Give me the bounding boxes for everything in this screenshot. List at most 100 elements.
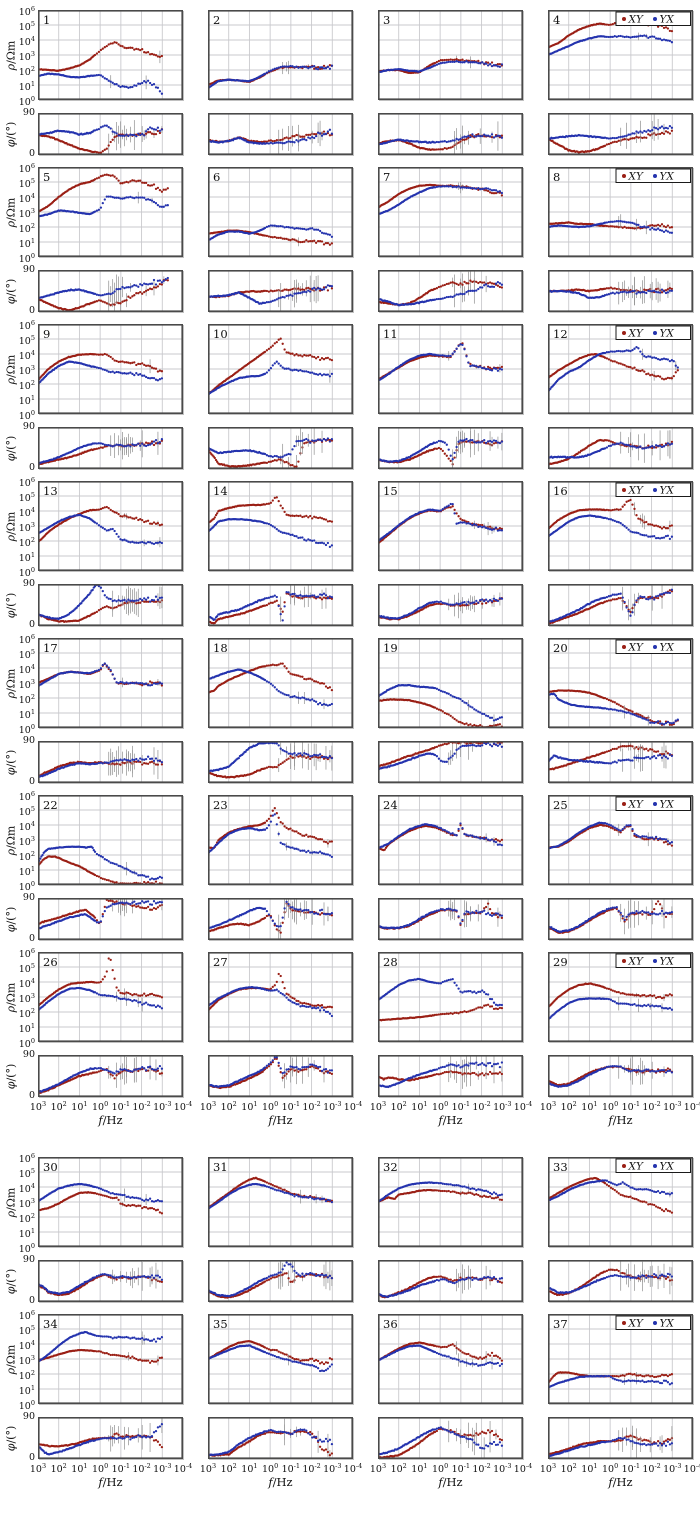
legend-xy-label: XY bbox=[628, 171, 644, 183]
frequency-tick-label: 10-1 bbox=[281, 1100, 301, 1114]
phase-panel-34 bbox=[38, 1417, 183, 1459]
frequency-axis-label: f/Hz bbox=[608, 1113, 633, 1127]
resistivity-plot-17: 17 bbox=[38, 638, 183, 728]
station-number-20: 20 bbox=[553, 641, 568, 655]
frequency-axis-label: f/Hz bbox=[268, 1475, 293, 1489]
resistivity-plot-11: 11 bbox=[378, 324, 523, 414]
frequency-tick-label: 10-2 bbox=[642, 1462, 661, 1476]
station-number-11: 11 bbox=[383, 327, 398, 341]
resistivity-plot-26: 26 bbox=[38, 952, 183, 1042]
legend-yx-label: YX bbox=[660, 1318, 675, 1330]
rho-tick-label: 100 bbox=[18, 95, 35, 109]
legend-16: XY YX bbox=[615, 482, 691, 497]
rho-axis-label: ρ/Ωm bbox=[4, 1187, 18, 1217]
phase-panel-11 bbox=[378, 427, 523, 469]
resistivity-plot-4: 4 XY YX bbox=[548, 10, 693, 100]
resistivity-plot-36: 36 bbox=[378, 1314, 523, 1404]
phase-tick-label: 90 bbox=[22, 1254, 35, 1265]
rho-tick-label: 105 bbox=[18, 491, 35, 505]
resistivity-plot-22: 22 bbox=[38, 795, 183, 885]
resistivity-plot-13: 13 bbox=[38, 481, 183, 571]
resistivity-panel-9: 9 bbox=[38, 324, 183, 414]
resistivity-plot-6: 6 bbox=[208, 167, 353, 257]
phase-tick-label: 0 bbox=[28, 1295, 35, 1306]
rho-tick-label: 100 bbox=[18, 723, 35, 737]
frequency-tick-label: 100 bbox=[602, 1100, 619, 1114]
rho-tick-label: 101 bbox=[18, 1384, 35, 1398]
rho-tick-label: 103 bbox=[18, 1354, 35, 1368]
station-number-33: 33 bbox=[553, 1160, 568, 1174]
rho-tick-label: 100 bbox=[18, 1399, 35, 1413]
frequency-tick-label: 101 bbox=[71, 1462, 88, 1476]
resistivity-panel-33: 33 XY YX bbox=[548, 1157, 693, 1247]
station-number-17: 17 bbox=[43, 641, 58, 655]
rho-tick-label: 105 bbox=[18, 648, 35, 662]
phase-plot-23 bbox=[208, 898, 353, 940]
phase-tick-label: 0 bbox=[28, 1452, 35, 1463]
resistivity-panel-25: 25 XY YX bbox=[548, 795, 693, 885]
rho-tick-label: 103 bbox=[18, 678, 35, 692]
resistivity-plot-29: 29 XY YX bbox=[548, 952, 693, 1042]
legend-xy-label: XY bbox=[628, 642, 644, 654]
phase-panel-31 bbox=[208, 1260, 353, 1302]
legend-yx-marker bbox=[653, 1164, 657, 1168]
resistivity-plot-12: 12 XY YX bbox=[548, 324, 693, 414]
rho-tick-label: 103 bbox=[18, 207, 35, 221]
station-number-32: 32 bbox=[383, 1160, 398, 1174]
frequency-tick-label: 10-3 bbox=[323, 1100, 342, 1114]
phase-plot-34 bbox=[38, 1417, 183, 1459]
phase-panel-19 bbox=[378, 741, 523, 783]
frequency-tick-label: 103 bbox=[29, 1462, 47, 1476]
frequency-axis-label: f/Hz bbox=[268, 1113, 293, 1127]
legend-xy-label: XY bbox=[628, 799, 644, 811]
frequency-tick-label: 100 bbox=[92, 1462, 109, 1476]
frequency-tick-label: 10-1 bbox=[451, 1100, 471, 1114]
phase-plot-25 bbox=[548, 898, 693, 940]
legend-yx-label: YX bbox=[660, 642, 675, 654]
phase-axis-label: φ/(°) bbox=[4, 592, 18, 618]
rho-tick-label: 104 bbox=[18, 35, 35, 49]
frequency-tick-label: 10-3 bbox=[663, 1100, 682, 1114]
rho-tick-label: 100 bbox=[18, 1242, 35, 1256]
legend-12: XY YX bbox=[615, 325, 691, 340]
station-number-29: 29 bbox=[553, 955, 568, 969]
resistivity-plot-9: 9 bbox=[38, 324, 183, 414]
legend-xy-label: XY bbox=[628, 14, 644, 26]
rho-tick-label: 100 bbox=[18, 566, 35, 580]
legend-29: XY YX bbox=[615, 953, 691, 968]
rho-axis-label: ρ/Ωm bbox=[4, 668, 18, 698]
station-number-8: 8 bbox=[553, 170, 560, 184]
frequency-tick-label: 102 bbox=[50, 1462, 67, 1476]
legend-yx-label: YX bbox=[660, 956, 675, 968]
phase-panel-18 bbox=[208, 741, 353, 783]
frequency-tick-label: 10-1 bbox=[281, 1462, 301, 1476]
frequency-tick-label: 10-4 bbox=[173, 1100, 193, 1114]
resistivity-panel-27: 27 bbox=[208, 952, 353, 1042]
rho-tick-label: 104 bbox=[18, 506, 35, 520]
phase-plot-20 bbox=[548, 741, 693, 783]
resistivity-plot-10: 10 bbox=[208, 324, 353, 414]
rho-tick-label: 105 bbox=[18, 1324, 35, 1338]
station-number-24: 24 bbox=[383, 798, 398, 812]
station-number-12: 12 bbox=[553, 327, 568, 341]
resistivity-panel-17: 17 bbox=[38, 638, 183, 728]
rho-tick-label: 101 bbox=[18, 1022, 35, 1036]
phase-panel-7 bbox=[378, 270, 523, 312]
phase-plot-37 bbox=[548, 1417, 693, 1459]
phase-plot-35 bbox=[208, 1417, 353, 1459]
frequency-tick-label: 102 bbox=[220, 1100, 237, 1114]
phase-axis-label: φ/(°) bbox=[4, 1425, 18, 1451]
phase-axis-label: φ/(°) bbox=[4, 278, 18, 304]
phase-plot-8 bbox=[548, 270, 693, 312]
station-number-15: 15 bbox=[383, 484, 398, 498]
rho-tick-label: 103 bbox=[18, 521, 35, 535]
legend-xy-label: XY bbox=[628, 1318, 644, 1330]
station-number-2: 2 bbox=[213, 13, 220, 27]
rho-tick-label: 104 bbox=[18, 1339, 35, 1353]
phase-panel-3 bbox=[378, 113, 523, 155]
legend-yx-label: YX bbox=[660, 171, 675, 183]
rho-axis-label: ρ/Ωm bbox=[4, 40, 18, 70]
phase-plot-16 bbox=[548, 584, 693, 626]
phase-panel-5 bbox=[38, 270, 183, 312]
